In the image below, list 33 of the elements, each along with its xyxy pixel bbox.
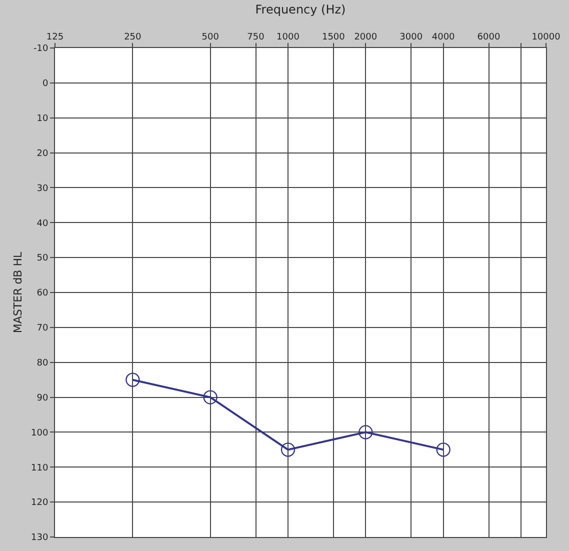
y-tick-label: 30 bbox=[36, 184, 48, 194]
x-tick-label: 750 bbox=[247, 32, 265, 42]
point bbox=[280, 442, 296, 457]
y-tick-label: 60 bbox=[36, 288, 48, 299]
y-tick-label: 130 bbox=[31, 533, 48, 544]
x-tick-label: 250 bbox=[124, 32, 142, 42]
y-tick-label: 90 bbox=[36, 393, 48, 404]
point bbox=[126, 372, 140, 387]
x-axis-title: Frequency (Hz) bbox=[255, 2, 346, 17]
y-tick-label: 100 bbox=[31, 428, 48, 438]
x-tick-label: 3000 bbox=[400, 32, 423, 42]
point bbox=[203, 390, 218, 404]
x-tick-label: 6000 bbox=[477, 32, 500, 42]
y-axis-title: MASTER dB HL bbox=[12, 251, 25, 334]
x-tick-label: 10000 bbox=[532, 32, 561, 42]
x-tick-label: 2000 bbox=[354, 32, 378, 42]
point bbox=[358, 425, 373, 440]
y-tick-label: 20 bbox=[36, 148, 48, 159]
y-tick-label: 80 bbox=[36, 358, 48, 369]
x-tick-label: 1500 bbox=[322, 32, 346, 42]
y-tick-label: 0 bbox=[42, 79, 48, 90]
x-tick-label: 1000 bbox=[276, 32, 300, 42]
x-tick-label: 500 bbox=[202, 32, 220, 42]
y-tick-label: -10 bbox=[33, 44, 48, 54]
y-tick-label: 70 bbox=[36, 324, 48, 334]
x-tick-label: 125 bbox=[46, 32, 64, 42]
y-tick-label: 120 bbox=[31, 498, 48, 508]
point bbox=[436, 442, 450, 457]
x-tick-label: 4000 bbox=[432, 32, 456, 42]
y-tick-label: 40 bbox=[36, 218, 48, 229]
y-tick-label: 110 bbox=[31, 463, 48, 474]
y-tick-label: 10 bbox=[36, 114, 48, 124]
y-tick-label: 50 bbox=[36, 254, 48, 264]
